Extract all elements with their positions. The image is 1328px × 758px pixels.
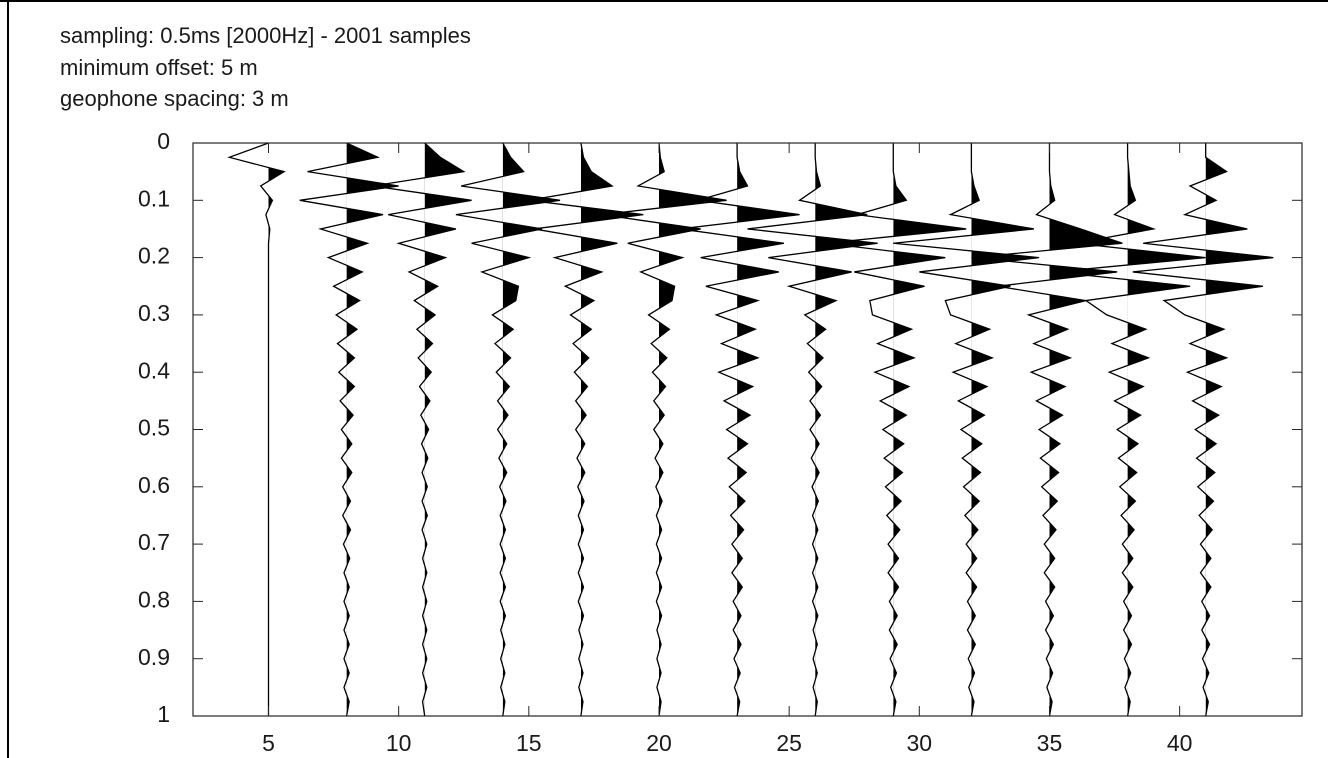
- y-tick-label: 0: [157, 128, 170, 154]
- y-tick-label: 0.2: [138, 243, 170, 269]
- x-tick-label: 30: [907, 730, 933, 756]
- trace-fill: [424, 143, 472, 695]
- trace: [747, 143, 878, 716]
- y-tick-label: 0.7: [138, 529, 170, 555]
- y-tick-label: 1: [157, 701, 170, 727]
- x-tick-label: 40: [1167, 730, 1193, 756]
- y-tick-label: 0.1: [138, 185, 170, 211]
- trace-fill: [893, 171, 967, 716]
- trace-fill: [971, 143, 1040, 716]
- trace: [971, 143, 1123, 716]
- trace: [825, 143, 967, 716]
- annotation: sampling: 0.5ms [2000Hz] - 2001 samples: [60, 23, 471, 48]
- trace: [893, 143, 1040, 716]
- annotation: minimum offset: 5 m: [60, 55, 258, 80]
- trace: [455, 143, 561, 716]
- x-tick-label: 35: [1037, 730, 1063, 756]
- x-tick-label: 5: [262, 730, 275, 756]
- trace: [601, 143, 727, 716]
- x-tick-label: 15: [516, 730, 542, 756]
- trace: [679, 143, 800, 716]
- y-tick-label: 0.3: [138, 300, 170, 326]
- trace: [528, 143, 644, 716]
- x-tick-label: 10: [386, 730, 412, 756]
- traces: [227, 143, 1274, 716]
- trace-fill: [268, 143, 285, 716]
- trace: [372, 143, 472, 716]
- y-tick-label: 0.5: [138, 415, 170, 441]
- trace-fill: [1049, 171, 1123, 716]
- trace: [1132, 143, 1274, 716]
- x-tick-label: 25: [776, 730, 802, 756]
- y-tick-label: 0.6: [138, 472, 170, 498]
- y-tick-label: 0.4: [138, 357, 170, 383]
- trace-fill: [1205, 143, 1274, 716]
- trace: [1054, 143, 1206, 716]
- x-tick-label: 20: [646, 730, 672, 756]
- y-tick-label: 0.9: [138, 644, 170, 670]
- trace: [227, 143, 286, 716]
- trace-fill: [658, 143, 727, 716]
- annotation: geophone spacing: 3 m: [60, 86, 289, 111]
- trace: [299, 143, 399, 716]
- y-tick-label: 0.8: [138, 586, 170, 612]
